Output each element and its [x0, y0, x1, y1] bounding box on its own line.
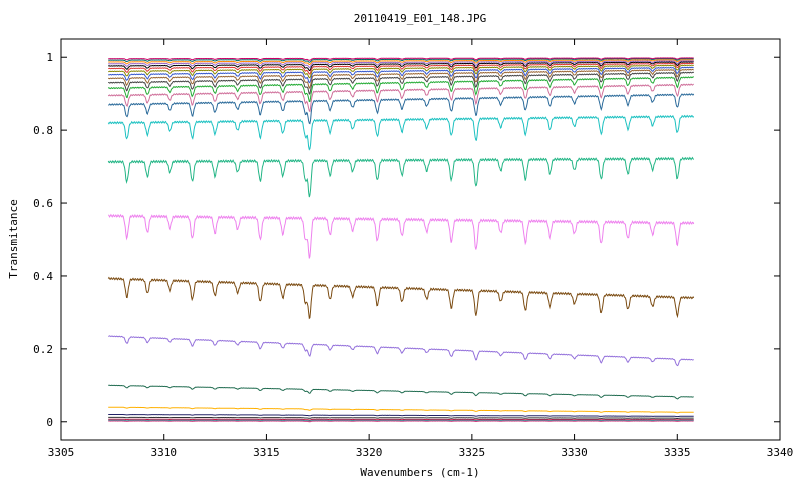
x-tick-label: 3320 — [356, 446, 383, 459]
x-axis-ticks: 3305 3310 3315 3320 3325 3330 3335 3340 — [48, 39, 794, 459]
series-line-22 — [108, 416, 694, 419]
series-line-17 — [108, 57, 694, 61]
plot-area-frame — [60, 38, 781, 441]
x-tick-label: 3310 — [150, 446, 177, 459]
series-line-6 — [107, 83, 694, 113]
y-tick-label: 0.2 — [33, 343, 53, 356]
series-line-7 — [107, 76, 694, 103]
x-tick-label: 3325 — [459, 446, 486, 459]
series-line-21 — [108, 413, 694, 418]
y-axis-label: Transmitance — [7, 199, 20, 278]
series-line-12 — [108, 62, 694, 75]
x-tick-label: 3335 — [664, 446, 691, 459]
series-line-11 — [108, 64, 694, 79]
series-line-24 — [108, 419, 694, 422]
x-tick-label: 3315 — [253, 446, 280, 459]
y-tick-label: 0.4 — [33, 270, 53, 283]
series-line-9 — [107, 68, 694, 89]
series-line-1 — [107, 276, 695, 320]
series-line-23 — [108, 418, 694, 421]
series-line-15 — [108, 59, 694, 66]
series-line-4 — [107, 114, 695, 151]
y-tick-label: 1 — [46, 51, 53, 64]
series-line-19 — [108, 384, 694, 400]
series-line-10 — [107, 66, 694, 84]
series-line-20 — [108, 406, 694, 414]
series-line-18 — [108, 335, 694, 367]
series-line-8 — [108, 71, 695, 95]
series-line-25 — [108, 420, 694, 423]
series-line-5 — [108, 93, 695, 125]
series-line-2 — [107, 213, 695, 259]
series-line-16 — [108, 58, 694, 63]
y-axis-ticks: 0 0.2 0.4 0.6 0.8 1 — [33, 51, 780, 429]
y-tick-label: 0.6 — [33, 197, 53, 210]
chart-title: 20110419_E01_148.JPG — [354, 12, 486, 25]
series-line-13 — [108, 61, 694, 71]
series-line-3 — [107, 156, 695, 198]
series-layer — [107, 57, 695, 423]
y-tick-label: 0 — [46, 416, 53, 429]
x-tick-label: 3330 — [561, 446, 588, 459]
x-axis-label: Wavenumbers (cm-1) — [360, 466, 479, 479]
x-tick-label: 3305 — [48, 446, 75, 459]
series-line-14 — [108, 60, 694, 69]
x-tick-label: 3340 — [767, 446, 794, 459]
y-tick-label: 0.8 — [33, 124, 53, 137]
